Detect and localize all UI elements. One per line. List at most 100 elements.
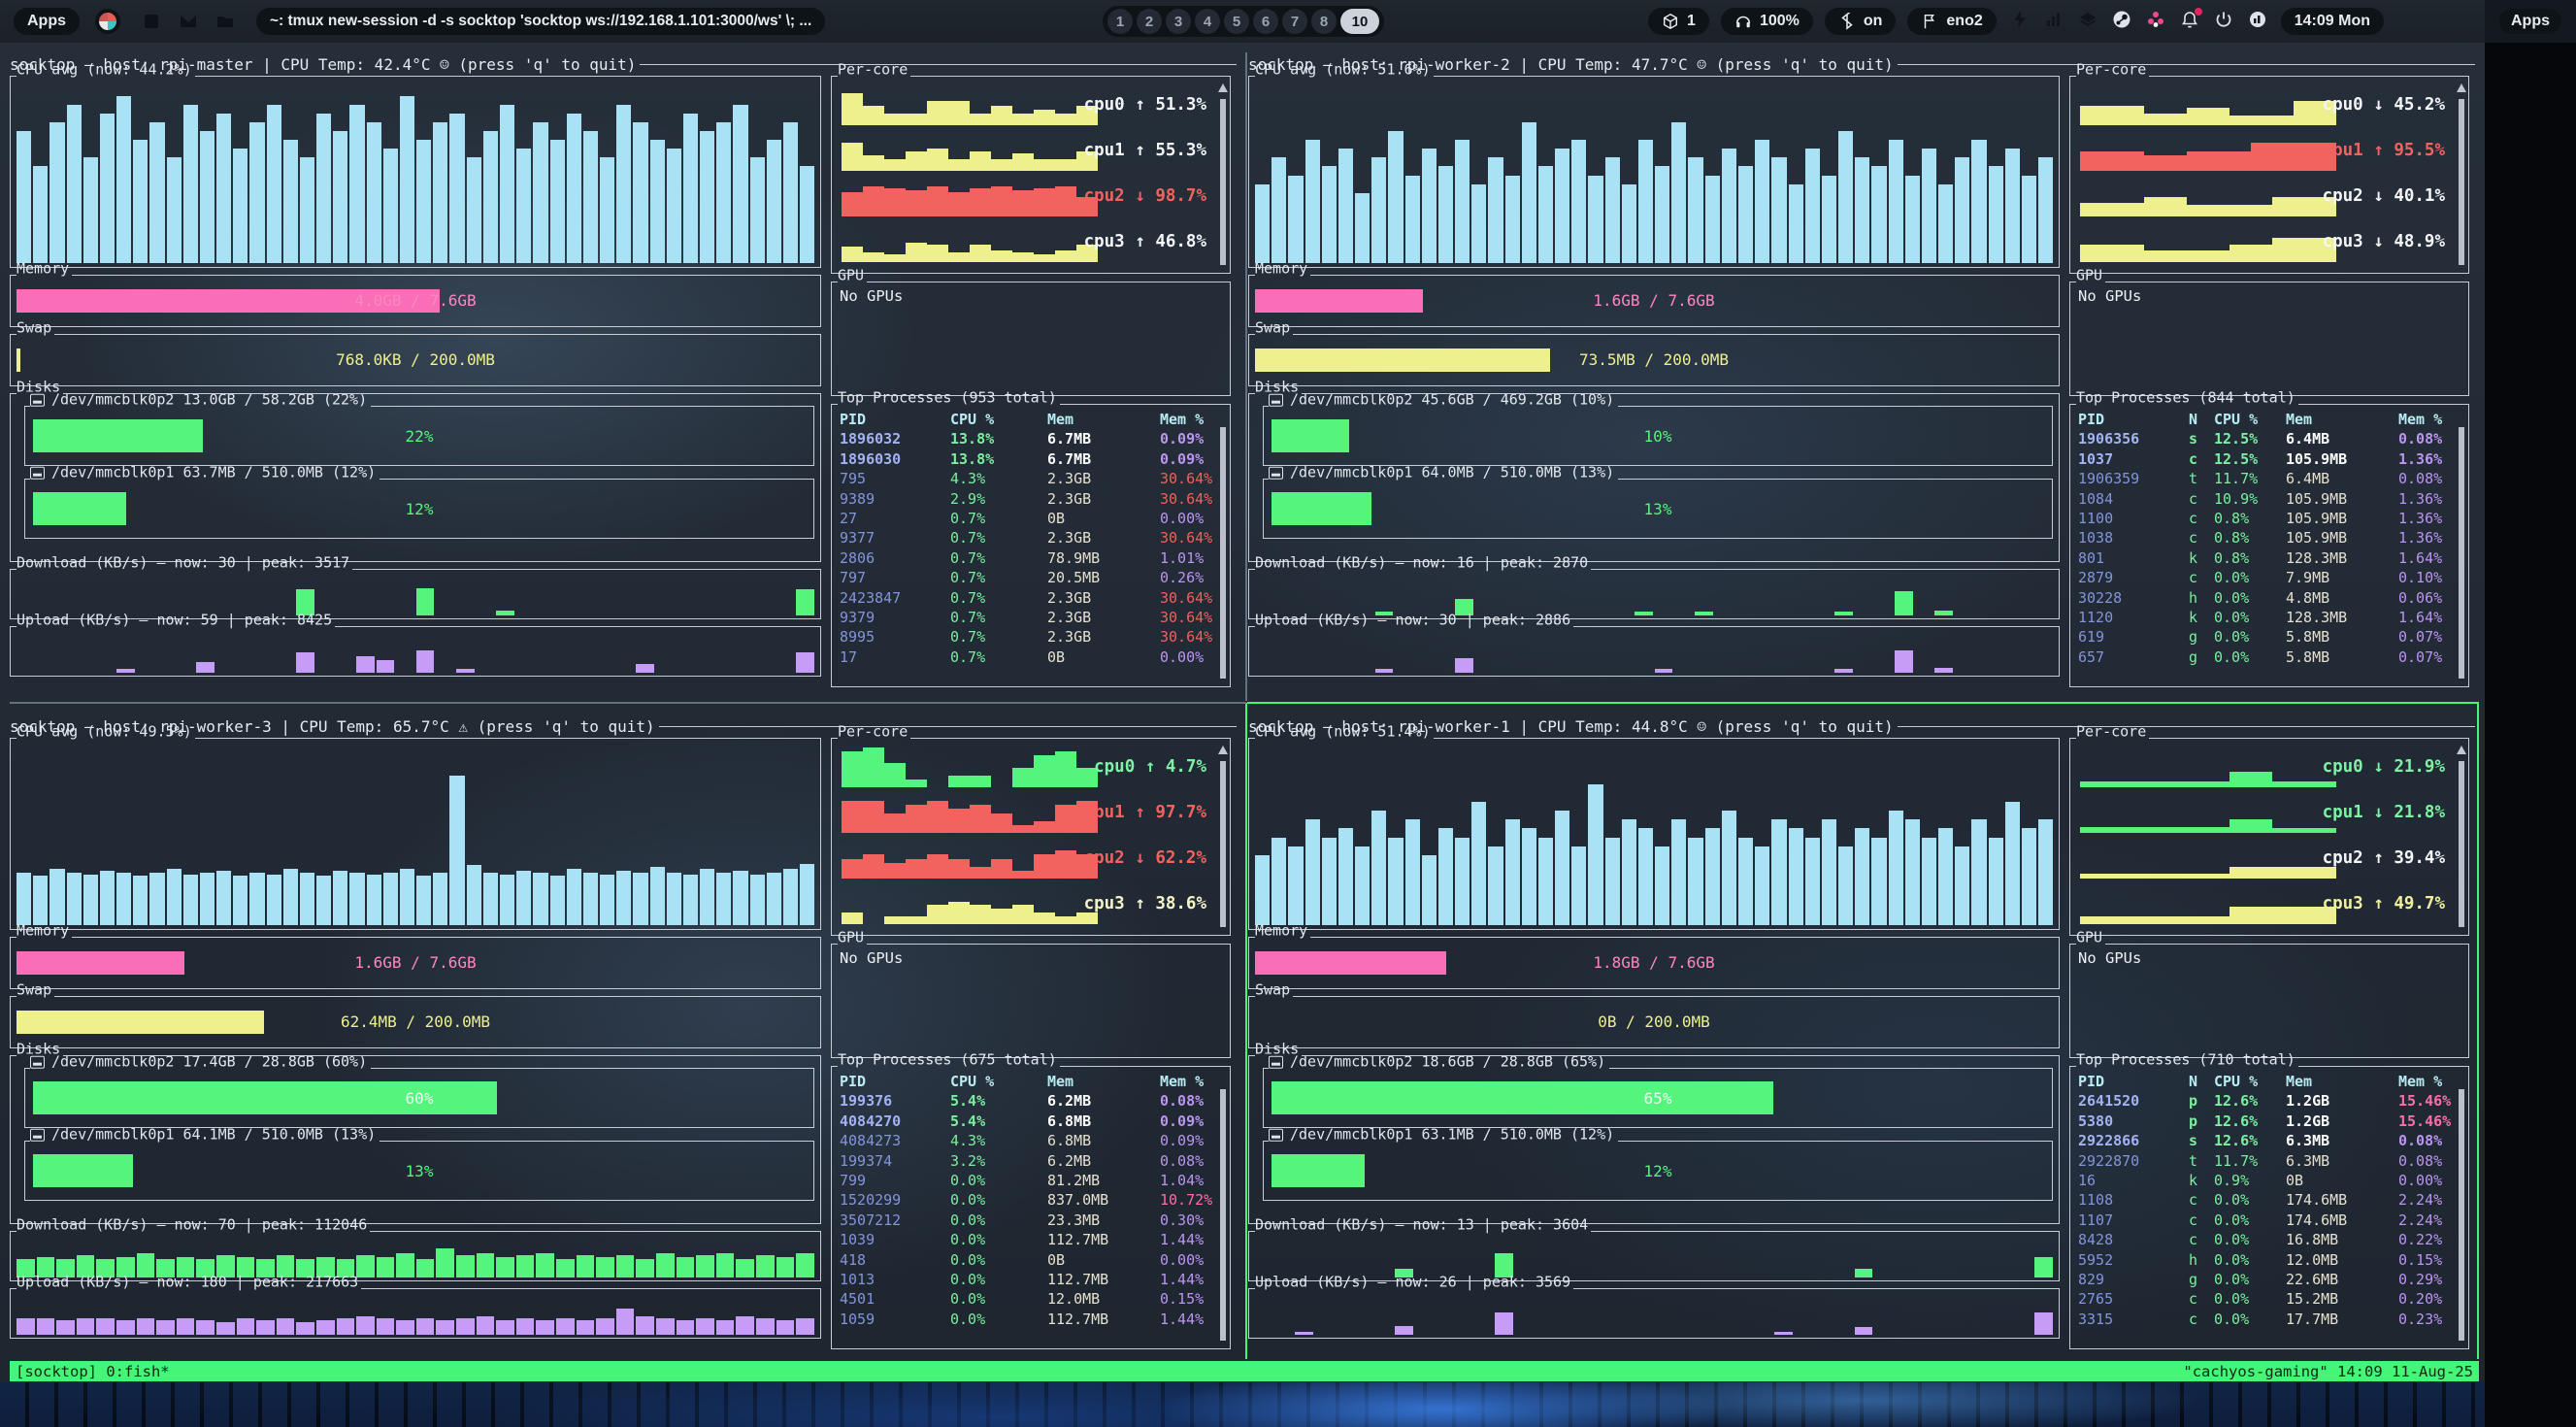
- pane-divider-vertical-top[interactable]: [1245, 52, 1247, 701]
- gpu-box-body: No GPUs: [832, 944, 1230, 1057]
- folder-icon[interactable]: [215, 12, 235, 31]
- swap-bar-track: 0B / 200.0MB: [1255, 1011, 2053, 1034]
- process-mem: 837.0MB: [1047, 1191, 1109, 1210]
- clock-button[interactable]: 14:09 Mon: [2280, 8, 2384, 35]
- process-mem: 6.4MB: [2286, 470, 2330, 488]
- workspace-pill-4[interactable]: 4: [1195, 9, 1220, 34]
- monitor-icon[interactable]: [2248, 10, 2267, 33]
- process-pid: 3315: [2078, 1310, 2114, 1328]
- memory-value: 1.6GB / 7.6GB: [354, 953, 477, 972]
- scroll-up-arrow-icon[interactable]: [1218, 83, 1228, 92]
- process-pid: 1084: [2078, 489, 2114, 508]
- socktop-pane-rpi-master[interactable]: socktop — host: rpi-master | CPU Temp: 4…: [10, 54, 1237, 687]
- scroll-up-arrow-icon[interactable]: [2457, 746, 2466, 754]
- process-row: 27 0.7% 0B 0.00%: [840, 509, 1222, 528]
- workspace-pill-5[interactable]: 5: [1224, 9, 1249, 34]
- pane-divider-vertical-bottom-active[interactable]: [1245, 703, 1247, 1359]
- power-icon[interactable]: [2214, 10, 2233, 33]
- window-icon[interactable]: [142, 12, 161, 31]
- process-column-header: CPU %: [2214, 1073, 2259, 1090]
- process-table: PID N CPU % Mem Mem % 2641520 p 12.6% 1.2GB 15.46…: [2078, 1072, 2460, 1329]
- core-row-cpu0: cpu0 ↑ 4.7%: [840, 744, 1222, 789]
- mail-icon[interactable]: [179, 12, 198, 31]
- per-core-scrollbar[interactable]: [1218, 83, 1228, 265]
- secondary-apps-button[interactable]: Apps: [2499, 9, 2561, 34]
- focused-window-title[interactable]: ~: tmux new-session -d -s socktop 'sockt…: [256, 8, 826, 35]
- apps-button[interactable]: Apps: [14, 8, 80, 35]
- process-mem: 23.3MB: [1047, 1211, 1101, 1229]
- bluetooth-indicator[interactable]: on: [1824, 7, 1897, 35]
- scroll-up-arrow-icon[interactable]: [1218, 746, 1228, 754]
- per-core-scrollbar[interactable]: [1218, 746, 1228, 927]
- cube-indicator[interactable]: 1: [1648, 8, 1709, 35]
- terminal-window[interactable]: socktop — host: rpi-master | CPU Temp: 4…: [0, 43, 2485, 1382]
- process-cpu: 0.0%: [2214, 628, 2250, 647]
- workspace-pill-8[interactable]: 8: [1311, 9, 1337, 34]
- scrollbar-track[interactable]: [1220, 99, 1226, 265]
- steam-icon[interactable]: [2112, 10, 2131, 33]
- disk-icon: [30, 393, 45, 407]
- pane-right-column: Per-core cpu0 ↓ 21.9% cpu1 ↓ 21.8% cpu2 ↑ 3…: [2069, 724, 2469, 1349]
- per-core-scrollbar[interactable]: [2457, 746, 2466, 927]
- process-scrollbar[interactable]: [2457, 1074, 2466, 1341]
- memory-bar-fill: [1255, 288, 1423, 313]
- disk-item-head: /dev/mmcblk0p2 18.6GB / 28.8GB (65%): [1264, 1054, 2052, 1069]
- process-scrollbar[interactable]: [1218, 1074, 1228, 1341]
- workspace-pill-3[interactable]: 3: [1166, 9, 1191, 34]
- apps-label: Apps: [27, 13, 66, 29]
- process-cpu: 0.7%: [950, 529, 986, 548]
- workspace-pill-7[interactable]: 7: [1282, 9, 1307, 34]
- process-pid: 1896032: [840, 430, 902, 448]
- process-scrollbar[interactable]: [1218, 412, 1228, 679]
- bell-icon[interactable]: [2180, 8, 2202, 33]
- per-core-scrollbar[interactable]: [2457, 83, 2466, 265]
- process-pid: 5952: [2078, 1250, 2114, 1269]
- headphones-indicator[interactable]: 100%: [1720, 8, 1813, 35]
- process-mem-pct: 0.09%: [1160, 1132, 1205, 1150]
- process-row: 1039 0.0% 112.7MB 1.44%: [840, 1230, 1222, 1249]
- process-cpu: 0.0%: [2214, 588, 2250, 607]
- socktop-pane-rpi-worker-3[interactable]: socktop — host: rpi-worker-3 | CPU Temp:…: [10, 716, 1237, 1349]
- scrollbar-track[interactable]: [1220, 761, 1226, 927]
- socktop-pane-rpi-worker-1[interactable]: socktop — host: rpi-worker-1 | CPU Temp:…: [1248, 716, 2475, 1349]
- process-table-header: PID CPU % Mem Mem %: [840, 410, 1222, 429]
- process-mem-pct: 0.07%: [2398, 628, 2443, 647]
- memory-bar-track: 1.8GB / 7.6GB: [1255, 950, 2053, 975]
- top-processes-box-body: PID N CPU % Mem Mem % 2641520 p 12.6% 1.2GB 15.46…: [2070, 1066, 2468, 1348]
- process-column-header: PID: [2078, 1073, 2105, 1090]
- signal-icon[interactable]: [2044, 10, 2064, 33]
- flag-indicator[interactable]: eno2: [1907, 8, 1997, 35]
- process-pid: 17: [840, 647, 858, 666]
- flatpak-icon[interactable]: [2146, 10, 2165, 33]
- process-mem: 2.3GB: [1047, 628, 1092, 647]
- process-row: 1059 0.0% 112.7MB 1.44%: [840, 1310, 1222, 1329]
- disks-box: Disks/dev/mmcblk0p2 17.4GB / 28.8GB (60%…: [10, 1042, 821, 1224]
- layers-icon[interactable]: [2078, 10, 2097, 33]
- process-scrollbar[interactable]: [2457, 412, 2466, 679]
- process-column-header: Mem: [1047, 411, 1074, 428]
- scrollbar-track[interactable]: [2459, 427, 2464, 679]
- bolt-icon[interactable]: [2010, 10, 2030, 33]
- scrollbar-track[interactable]: [1220, 427, 1226, 679]
- color-wheel-icon[interactable]: [95, 9, 120, 34]
- workspace-pill-2[interactable]: 2: [1137, 9, 1162, 34]
- process-mem: 0B: [1047, 510, 1066, 528]
- pane-divider-horizontal-right-active[interactable]: [1247, 702, 2479, 704]
- workspace-pill-6[interactable]: 6: [1253, 9, 1278, 34]
- top-processes-box: Top Processes (953 total) PID CPU % Mem Mem …: [831, 390, 1231, 687]
- scrollbar-track[interactable]: [2459, 99, 2464, 265]
- scrollbar-track[interactable]: [2459, 761, 2464, 927]
- process-mem-pct: 1.36%: [2398, 449, 2443, 468]
- workspace-pill-1[interactable]: 1: [1107, 9, 1133, 34]
- process-cpu: 11.7%: [2214, 1151, 2259, 1170]
- tmux-window-label[interactable]: [socktop] 0:fish*: [16, 1362, 170, 1380]
- scrollbar-track[interactable]: [2459, 1089, 2464, 1341]
- process-cpu: 5.4%: [950, 1112, 986, 1130]
- socktop-pane-rpi-worker-2[interactable]: socktop — host: rpi-worker-2 | CPU Temp:…: [1248, 54, 2475, 687]
- scroll-up-arrow-icon[interactable]: [2457, 83, 2466, 92]
- scrollbar-track[interactable]: [1220, 1089, 1226, 1341]
- pane-divider-horizontal-left[interactable]: [10, 702, 1246, 704]
- workspace-pill-10[interactable]: 10: [1340, 9, 1379, 34]
- gpu-box: GPU No GPUs: [2069, 268, 2469, 396]
- process-mem: 6.8MB: [1047, 1112, 1092, 1130]
